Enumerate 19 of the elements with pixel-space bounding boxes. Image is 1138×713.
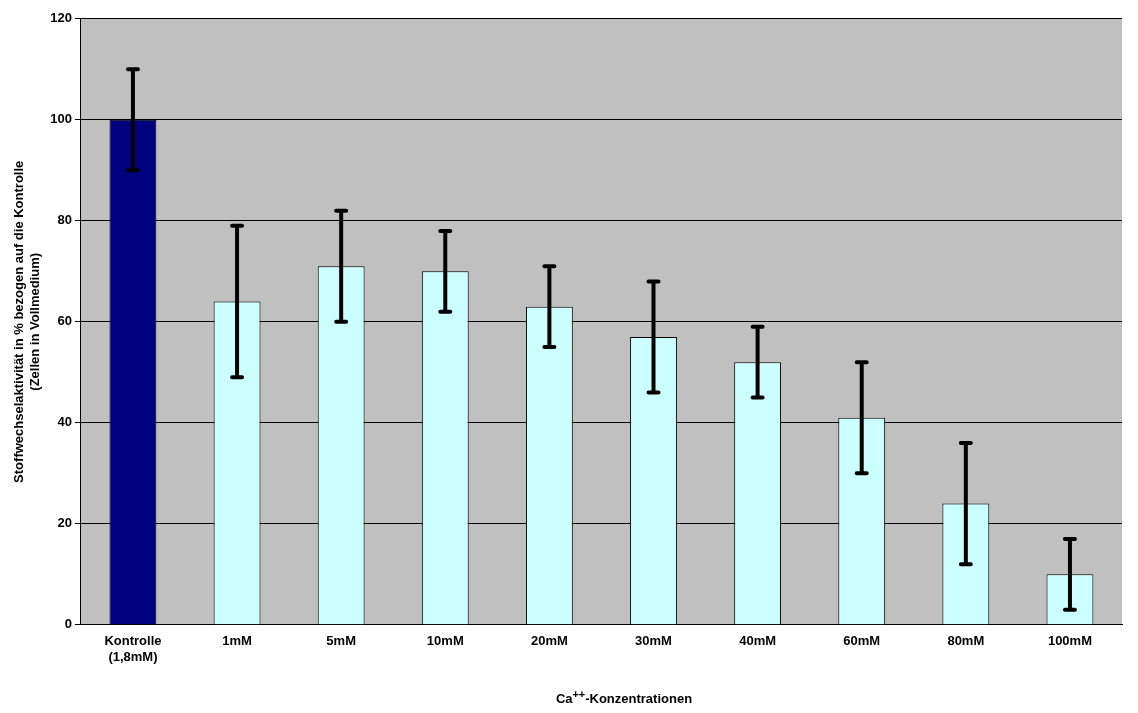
y-tick-label: 20	[57, 515, 72, 531]
y-tick-label: 100	[50, 111, 72, 127]
x-tick-label: 1mM	[222, 633, 252, 649]
x-tick-label: 100mM	[1047, 633, 1092, 649]
x-tick-label: 10mM	[426, 633, 464, 649]
y-tick-label: 40	[57, 414, 72, 430]
x-tick-label: 5mM	[326, 633, 356, 649]
x-tick-label: 60mM	[843, 633, 881, 649]
x-axis-title: Ca$^{++}$-Konzentrationen	[554, 688, 694, 707]
y-tick-label: 80	[57, 212, 72, 228]
x-tick-label: 20mM	[530, 633, 568, 649]
y-tick-label: 60	[57, 313, 72, 329]
y-axis-title: Stoffwechselaktivität in % bezogen auf die Kontrolle (Zellen in Vollmedium)	[11, 160, 42, 483]
x-tick-label: 40mM	[739, 633, 777, 649]
x-tick-label: 30mM	[635, 633, 672, 649]
x-tick-label: 80mM	[947, 633, 985, 649]
y-tick-label: 120	[50, 10, 72, 26]
x-tick-label: Kontrolle (1,8mM)	[104, 633, 162, 664]
y-tick-label: 0	[64, 616, 72, 632]
